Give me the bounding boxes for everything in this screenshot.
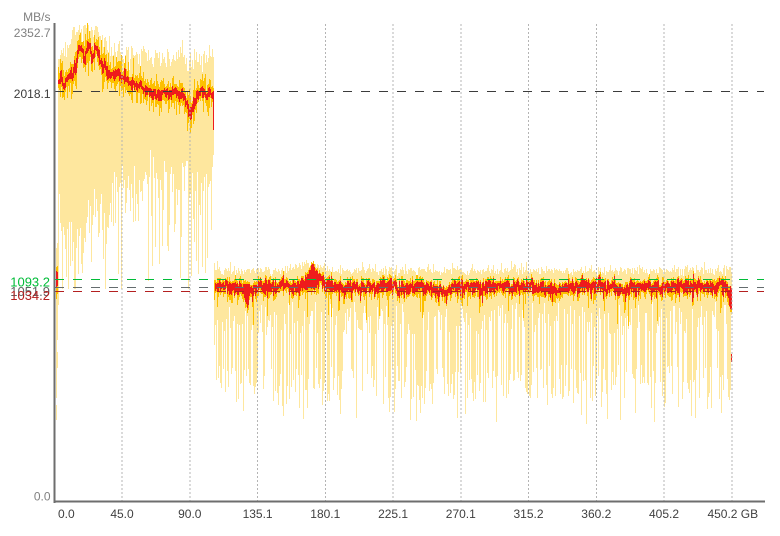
svg-text:180.1: 180.1: [310, 507, 340, 521]
svg-text:2352.7: 2352.7: [14, 26, 51, 40]
svg-text:225.1: 225.1: [378, 507, 408, 521]
svg-text:450.2 GB: 450.2 GB: [707, 507, 758, 521]
svg-text:270.1: 270.1: [446, 507, 476, 521]
svg-text:45.0: 45.0: [110, 507, 134, 521]
svg-text:360.2: 360.2: [581, 507, 611, 521]
svg-text:0.0: 0.0: [58, 507, 75, 521]
svg-text:0.0: 0.0: [34, 490, 51, 504]
svg-text:1093.2: 1093.2: [10, 275, 50, 290]
svg-text:MB/s: MB/s: [23, 10, 50, 24]
svg-text:2018.1: 2018.1: [14, 87, 51, 101]
svg-text:405.2: 405.2: [649, 507, 679, 521]
svg-text:315.2: 315.2: [513, 507, 543, 521]
svg-text:90.0: 90.0: [178, 507, 202, 521]
svg-text:1051.9: 1051.9: [10, 284, 50, 299]
svg-text:135.1: 135.1: [243, 507, 273, 521]
svg-text:1034.2: 1034.2: [10, 288, 50, 303]
